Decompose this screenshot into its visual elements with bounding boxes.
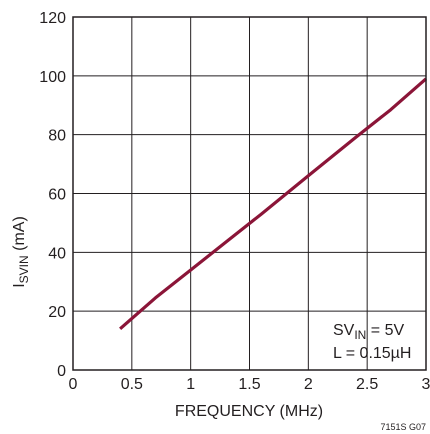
y-tick-label: 40 [48,245,66,262]
y-tick-label: 0 [57,363,66,380]
x-tick-label: 0 [69,376,78,393]
annotation-line2: L = 0.15µH [333,345,411,362]
annotation-rest: = 5V [366,322,404,339]
x-tick-label: 1.5 [238,376,260,393]
grid [73,17,426,370]
y-tick-label: 100 [39,69,66,86]
plot-frame [72,16,427,371]
y-tick-label: 120 [39,10,66,27]
annotation-sv: SV [333,322,355,339]
y-axis-label-sub: SVIN [17,255,31,283]
y-tick-label: 60 [48,187,66,204]
y-tick-label: 80 [48,128,66,145]
x-tick-label: 2 [304,376,313,393]
svg-text:SVIN = 5V: SVIN = 5V [333,322,404,342]
x-tick-label: 2.5 [356,376,378,393]
series-line [119,77,428,331]
figure-id: 7151S G07 [380,422,426,432]
x-tick-label: 3 [422,376,430,393]
y-tick-label: 20 [48,304,66,321]
condition-annotation: SVIN = 5V L = 0.15µH [333,322,411,362]
series-layer [119,77,428,331]
y-axis-label-suffix: (mA) [11,216,28,255]
annotation-sub: IN [354,328,366,342]
y-axis-label: ISVIN (mA) [11,216,31,288]
x-tick-label: 0.5 [121,376,143,393]
x-axis-label: FREQUENCY (MHz) [175,403,323,420]
x-tick-label: 1 [186,376,195,393]
x-tick-labels: 0 0.5 1 1.5 2 2.5 3 [69,376,430,393]
y-tick-labels: 0 20 40 60 80 100 120 [39,10,66,380]
y-axis-label-main: I [11,283,28,287]
